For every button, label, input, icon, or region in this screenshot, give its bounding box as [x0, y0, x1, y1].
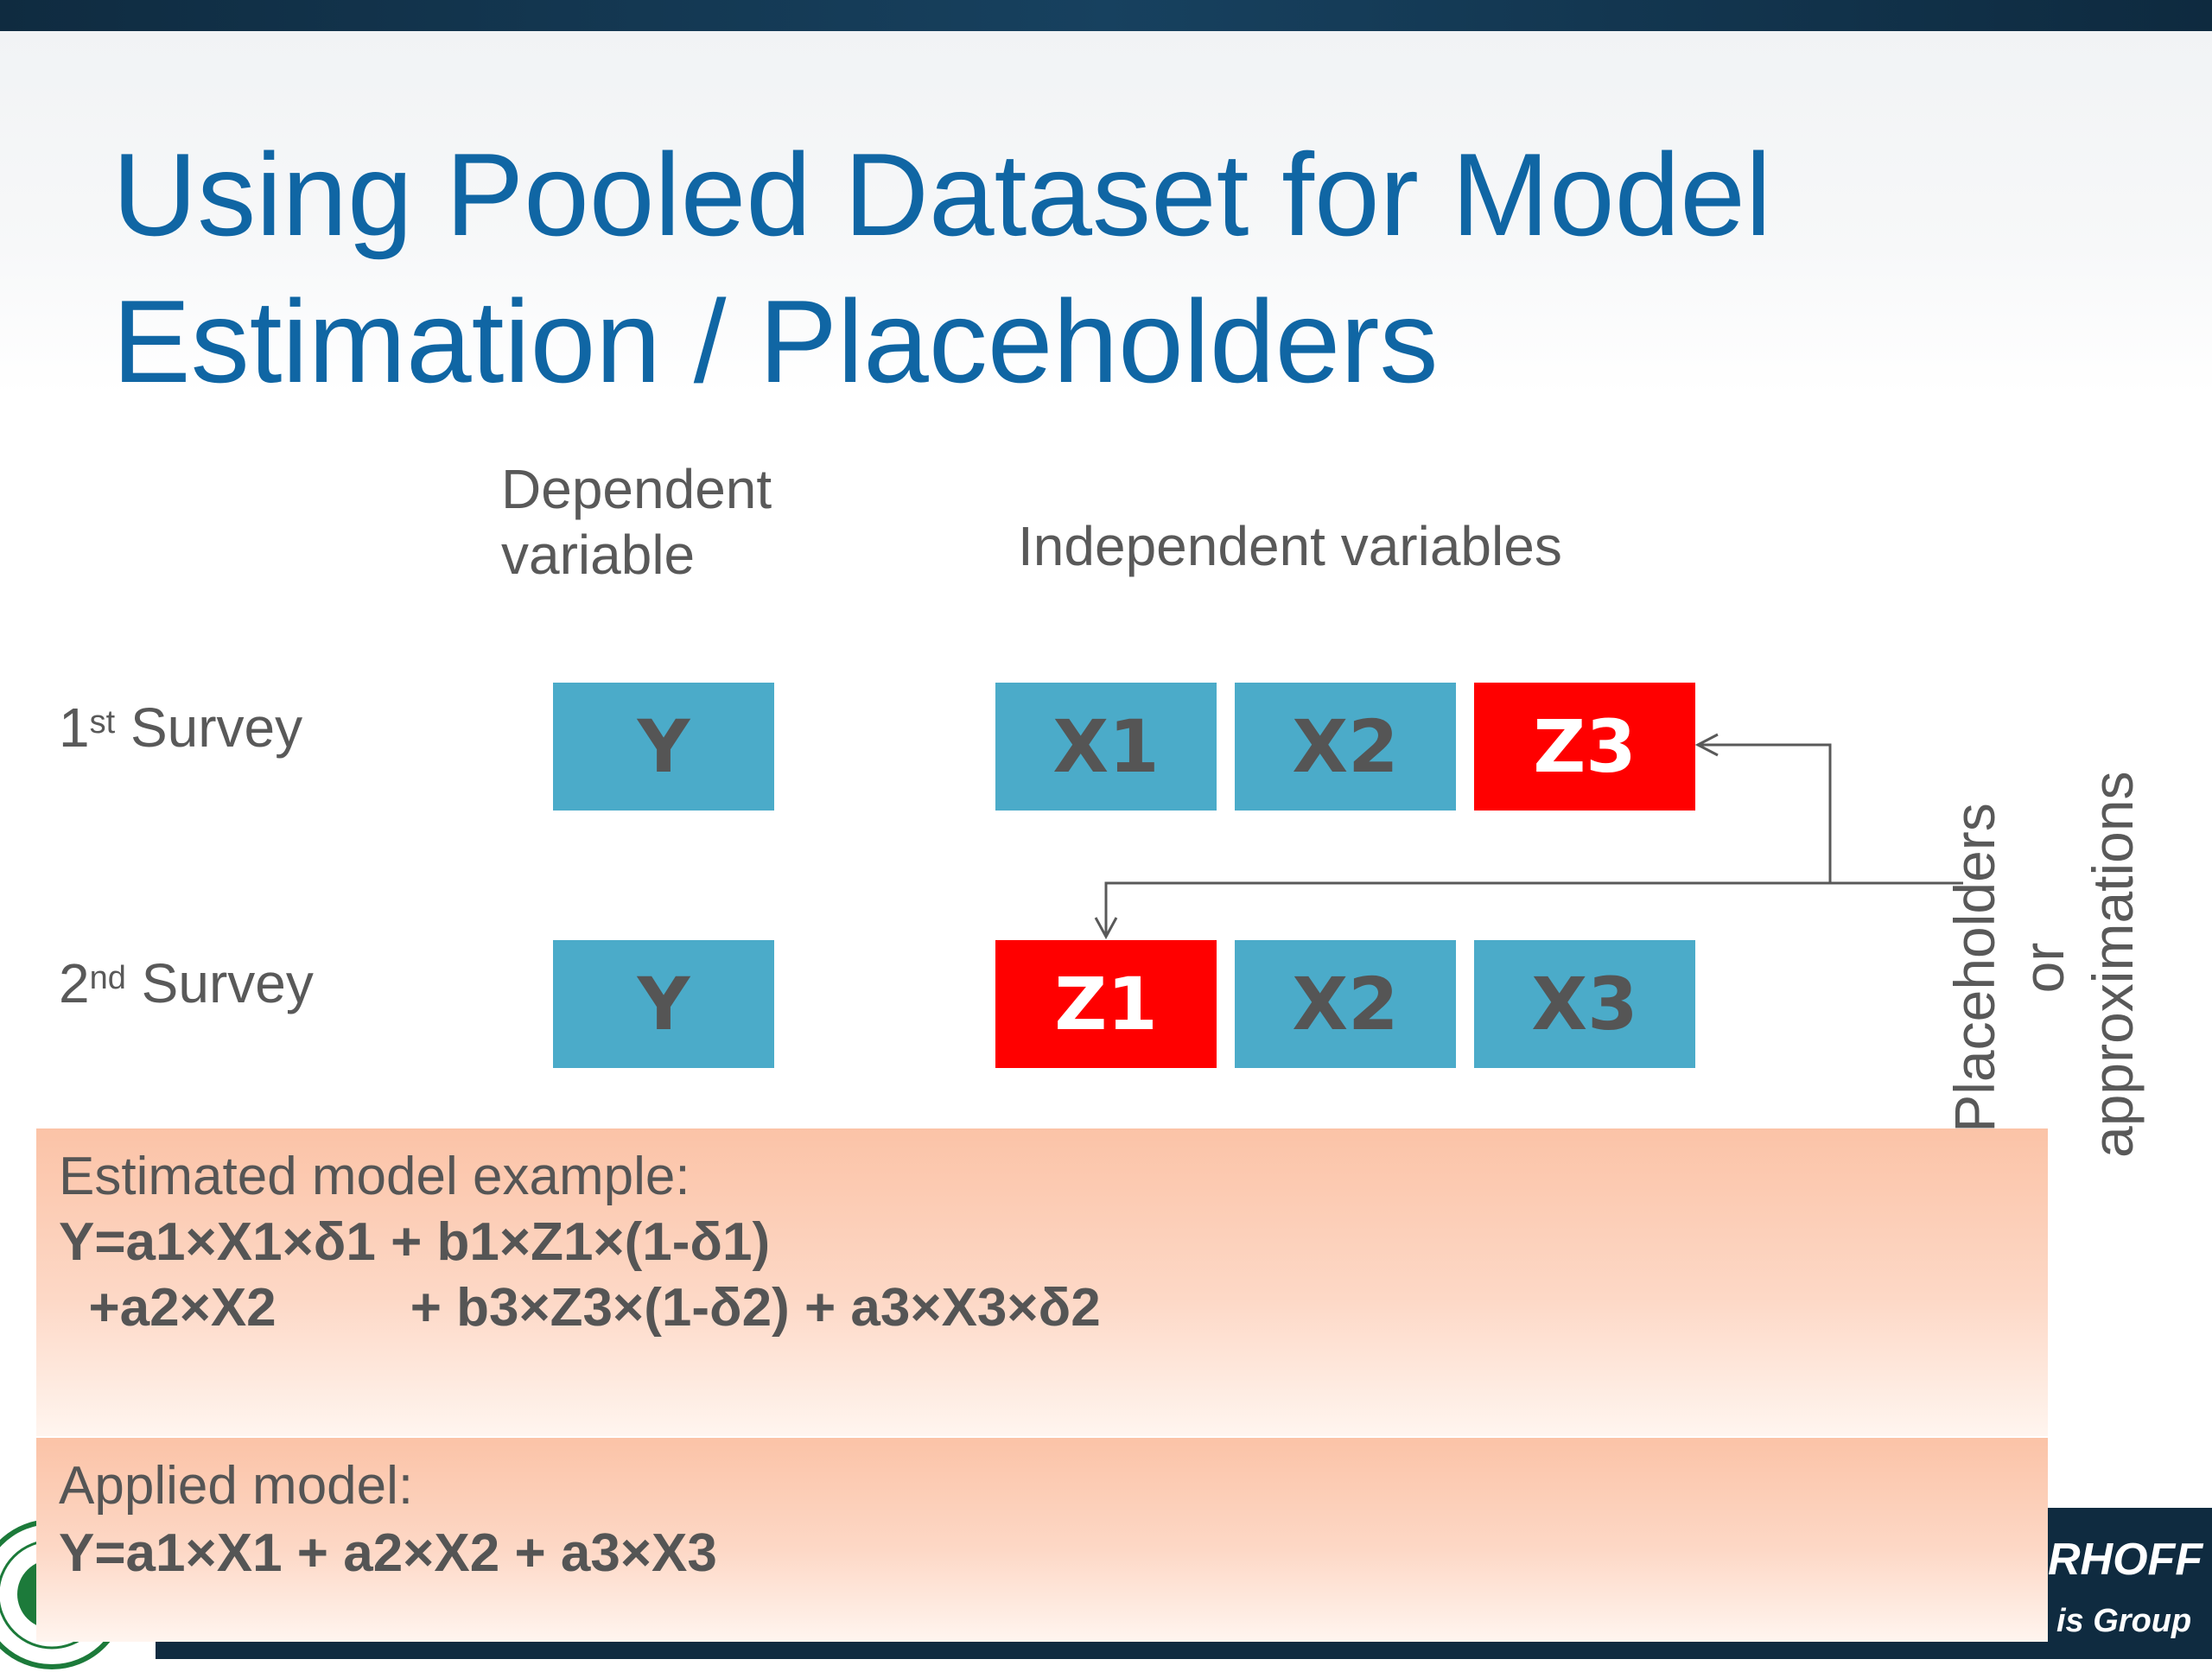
row-2-var-box-3: X3 [1474, 940, 1695, 1068]
estimated-model-equation-line-1: Y=a1×X1×δ1 + b1×Z1×(1-δ1) [59, 1212, 771, 1272]
slide-title-line-1: Using Pooled Dataset for Model [112, 129, 1772, 260]
company-logo-line-2: is Group [2056, 1603, 2192, 1639]
dependent-variable-header: Dependent variable [501, 456, 772, 588]
footer-bar [156, 1642, 2212, 1659]
estimated-model-panel: Estimated model example: Y=a1×X1×δ1 + b1… [36, 1128, 2048, 1436]
applied-model-panel: Applied model: Y=a1×X1 + a2×X2 + a3×X3 [36, 1438, 2048, 1642]
row-1-placeholder-box: Z3 [1474, 683, 1695, 811]
row-1-ordinal-suffix: st [89, 704, 116, 741]
row-2-placeholder-box: Z1 [995, 940, 1217, 1068]
row-2-label: Survey [125, 952, 314, 1014]
arrowhead-z3 [1694, 733, 1719, 757]
company-logo: RHOFF is Group [2039, 1508, 2212, 1659]
row-1-dependent-box: Y [553, 683, 774, 811]
slide-title-line-2: Estimation / Placeholders [112, 276, 1439, 407]
placeholders-note-line-2: approximations [2081, 771, 2145, 1158]
estimated-model-equation-line-2: +a2×X2 + b3×Z3×(1-δ2) + a3×X3×δ2 [59, 1278, 1101, 1338]
header-background [0, 31, 2212, 394]
estimated-model-title: Estimated model example: [59, 1147, 690, 1206]
independent-variables-header: Independent variables [1018, 515, 1562, 577]
applied-model-title: Applied model: [59, 1456, 414, 1516]
row-2-var-box-2: X2 [1235, 940, 1456, 1068]
row-2-dependent-box: Y [553, 940, 774, 1068]
placeholders-note: Placeholders or approximations [1940, 771, 2145, 1158]
company-logo-line-1: RHOFF [2048, 1535, 2203, 1585]
row-label-survey-1: 1st Survey [59, 695, 302, 760]
connector-to-z1 [1104, 881, 1830, 937]
row-2-ordinal-suffix: nd [89, 960, 126, 996]
row-2-ordinal: 2 [59, 952, 90, 1014]
row-1-ordinal: 1 [59, 696, 90, 759]
row-1-label: Survey [115, 696, 303, 759]
connector-to-z3 [1698, 743, 1963, 885]
row-1-var-box-2: X2 [1235, 683, 1456, 811]
slide-title: Using Pooled Dataset for Model Estimatio… [112, 121, 2100, 415]
dependent-header-line-2: variable [501, 524, 696, 586]
dependent-header-line-1: Dependent [501, 458, 772, 520]
top-bar [0, 0, 2212, 31]
applied-model-equation: Y=a1×X1 + a2×X2 + a3×X3 [59, 1523, 717, 1583]
arrowhead-z1 [1094, 917, 1118, 940]
placeholders-note-line-1: Placeholders or [1942, 803, 2075, 1133]
row-1-var-box-1: X1 [995, 683, 1217, 811]
row-label-survey-2: 2nd Survey [59, 950, 314, 1016]
